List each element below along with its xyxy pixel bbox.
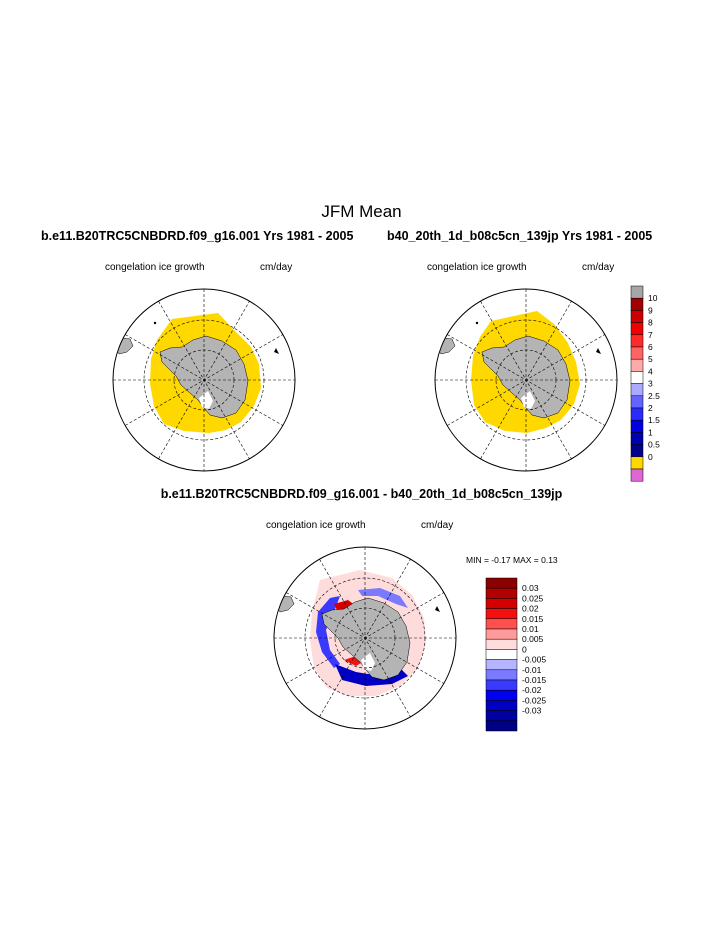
top-colorbar-swatch [630, 383, 644, 397]
diff-colorbar-swatch [485, 618, 518, 630]
top-colorbar-swatch [630, 468, 644, 482]
right-variable-label: congelation ice growth [427, 262, 527, 273]
top-colorbar-label: 1 [648, 427, 653, 437]
top-colorbar-label: 9 [648, 305, 653, 315]
left-graticule [113, 289, 295, 471]
right-units-label: cm/day [582, 262, 615, 273]
right-panel-title: b40_20th_1d_b08c5cn_139jp Yrs 1981 - 200… [387, 229, 653, 243]
top-colorbar-label: 6 [648, 342, 653, 352]
top-colorbar-label: 0.5 [648, 440, 660, 450]
diff-ross-ice-shelf [361, 653, 375, 671]
left-variable-label: congelation ice growth [105, 262, 205, 273]
diff-colorbar-label: -0.025 [522, 695, 546, 705]
left-ross-ice-shelf [199, 391, 213, 409]
top-colorbar-swatch [630, 371, 644, 384]
diff-colorbar-swatch [485, 700, 518, 711]
diff-units-label: cm/day [421, 520, 454, 531]
diff-colorbar-swatch [485, 608, 518, 620]
right-island [475, 321, 479, 325]
diff-negative-band-north [358, 588, 408, 608]
top-colorbar-label: 1.5 [648, 415, 660, 425]
diff-colorbar-label: -0.03 [522, 706, 542, 716]
top-colorbar-label: 10 [648, 293, 658, 303]
top-colorbar-label: 7 [648, 330, 653, 340]
diff-colorbar-label: -0.02 [522, 685, 542, 695]
top-colorbar-label: 0 [648, 452, 653, 462]
diff-island [435, 606, 440, 612]
right-island [596, 348, 601, 354]
diff-colorbar-swatch [485, 689, 518, 701]
diff-colorbar-swatch [485, 659, 518, 671]
top-colorbar-swatch [630, 419, 644, 433]
diff-colorbar-swatch [485, 679, 518, 691]
diff-minmax-label: MIN = -0.17 MAX = 0.13 [466, 555, 558, 565]
left-island [274, 348, 279, 354]
top-colorbar-label: 2.5 [648, 391, 660, 401]
right-ross-ice-shelf [521, 391, 535, 409]
left-polar-map [112, 288, 296, 472]
top-colorbar-swatch [630, 297, 644, 311]
diff-colorbar-swatch [485, 638, 518, 650]
diff-colorbar-label: 0.025 [522, 593, 544, 603]
diff-colorbar-swatch [485, 720, 518, 732]
top-colorbar-label: 4 [648, 366, 653, 376]
top-colorbar: 10 9 8 7 6 5 4 3 2.5 2 1.5 1 0.5 0 [630, 285, 660, 482]
top-colorbar-label: 8 [648, 318, 653, 328]
top-colorbar-label: 3 [648, 379, 653, 389]
top-colorbar-swatch [630, 456, 644, 470]
left-island [153, 321, 157, 325]
diff-variable-label: congelation ice growth [266, 520, 366, 531]
diff-colorbar-swatch [485, 669, 518, 681]
top-colorbar-swatch [630, 432, 644, 445]
diff-colorbar-label: 0.005 [522, 634, 544, 644]
diff-colorbar-swatch [485, 598, 518, 609]
left-units-label: cm/day [260, 262, 293, 273]
diff-colorbar-label: 0.03 [522, 583, 539, 593]
diff-colorbar-label: 0.02 [522, 604, 539, 614]
diff-colorbar-label: -0.01 [522, 665, 542, 675]
right-graticule [435, 289, 617, 471]
diff-colorbar-swatch [485, 628, 518, 640]
diff-colorbar-swatch [485, 649, 518, 660]
diff-colorbar-swatch [485, 577, 518, 589]
diff-colorbar-label: -0.015 [522, 675, 546, 685]
diff-polar-map [273, 546, 457, 730]
diff-colorbar-label: -0.005 [522, 655, 546, 665]
top-colorbar-swatch [630, 285, 644, 299]
diff-colorbar: 0.030.0250.020.0150.010.0050-0.005-0.01-… [485, 577, 546, 732]
top-colorbar-swatch [630, 310, 644, 323]
diff-colorbar-swatch [485, 710, 518, 722]
top-colorbar-swatch [630, 322, 644, 336]
figure-title: JFM Mean [321, 202, 402, 221]
top-colorbar-label: 5 [648, 354, 653, 364]
top-colorbar-swatch [630, 395, 644, 409]
diff-colorbar-swatch [485, 587, 518, 599]
right-polar-map [434, 288, 618, 472]
top-colorbar-swatch [630, 407, 644, 421]
diff-panel-title: b.e11.B20TRC5CNBDRD.f09_g16.001 - b40_20… [160, 487, 563, 501]
top-colorbar-swatch [630, 346, 644, 360]
diff-colorbar-label: 0 [522, 644, 527, 654]
left-panel-title: b.e11.B20TRC5CNBDRD.f09_g16.001 Yrs 1981… [41, 229, 354, 243]
top-colorbar-swatch [630, 334, 644, 348]
top-colorbar-swatch [630, 444, 644, 458]
diff-colorbar-label: 0.01 [522, 624, 539, 634]
diff-graticule [274, 547, 456, 729]
diff-colorbar-label: 0.015 [522, 614, 544, 624]
top-colorbar-label: 2 [648, 403, 653, 413]
top-colorbar-swatch [630, 358, 644, 372]
